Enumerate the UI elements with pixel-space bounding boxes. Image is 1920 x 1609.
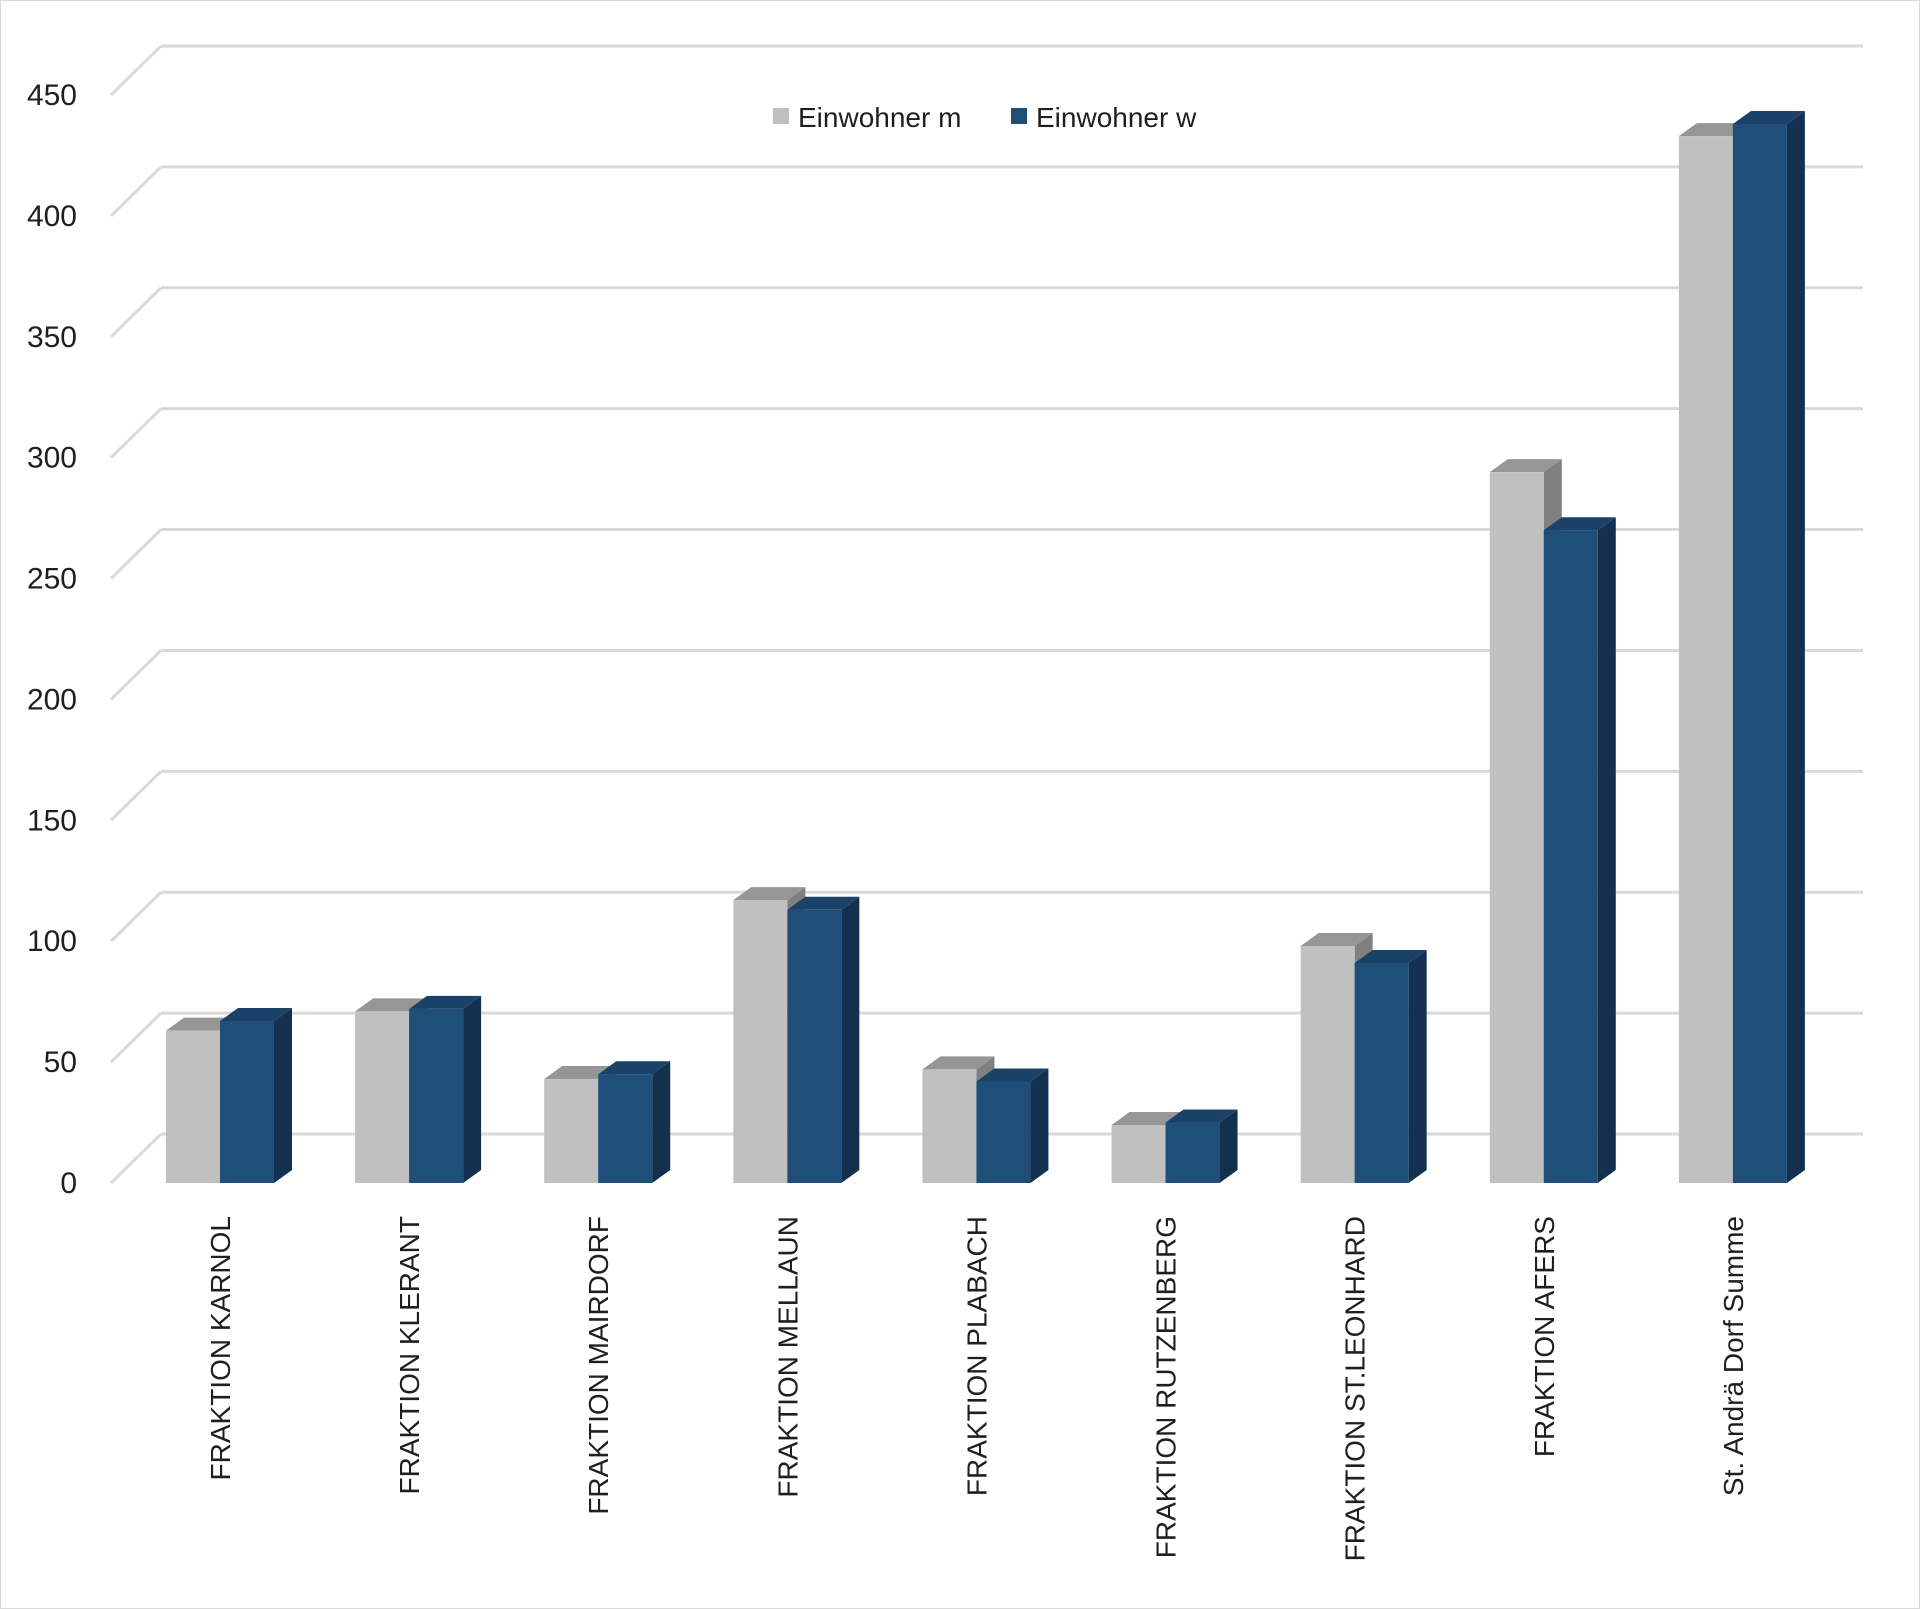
legend-item: Einwohner w	[1011, 102, 1197, 133]
x-category-label: FRAKTION RUTZENBERG	[1151, 1216, 1182, 1558]
bar	[1543, 517, 1616, 1183]
y-tick-label: 350	[27, 321, 77, 354]
legend-swatch	[773, 108, 789, 124]
legend-label: Einwohner w	[1036, 102, 1197, 133]
y-tick-label: 200	[27, 683, 77, 716]
bars	[166, 111, 1805, 1184]
y-tick-label: 300	[27, 442, 77, 475]
y-tick-label: 250	[27, 563, 77, 596]
x-category-label: FRAKTION MAIRDORF	[583, 1216, 614, 1515]
gridline	[109, 407, 1863, 459]
y-tick-label: 100	[27, 925, 77, 958]
x-category-label: FRAKTION ST.LEONHARD	[1340, 1216, 1371, 1561]
y-tick-label: 150	[27, 804, 77, 837]
legend-item: Einwohner m	[773, 102, 961, 133]
x-axis-labels: FRAKTION KARNOL FRAKTION KLERANT FRAKTION …	[205, 1216, 1749, 1561]
x-category-label: FRAKTION KLERANT	[394, 1216, 425, 1494]
y-axis: 0 50 100 150 200 250 300 350 400 450	[27, 79, 77, 1200]
x-category-label: St. Andrä Dorf Summe	[1718, 1216, 1749, 1496]
bar	[409, 995, 482, 1183]
bar	[787, 896, 860, 1183]
y-tick-label: 450	[27, 79, 77, 112]
y-tick-label: 0	[60, 1167, 77, 1200]
bar	[220, 1008, 292, 1183]
bar	[976, 1068, 1049, 1183]
x-category-label: FRAKTION MELLAUN	[772, 1216, 803, 1498]
y-tick-label: 50	[44, 1046, 77, 1079]
legend-swatch	[1011, 108, 1027, 124]
bar	[598, 1061, 671, 1183]
legend-label: Einwohner m	[798, 102, 961, 133]
y-tick-label: 400	[27, 200, 77, 233]
gridline	[109, 165, 1863, 217]
bar	[1354, 949, 1427, 1183]
x-category-label: FRAKTION KARNOL	[205, 1216, 236, 1480]
bar	[1165, 1109, 1238, 1183]
gridline	[109, 44, 1863, 97]
gridline	[109, 286, 1863, 338]
legend: Einwohner m Einwohner w	[773, 102, 1197, 133]
x-category-label: FRAKTION AFERS	[1529, 1216, 1560, 1457]
x-category-label: FRAKTION PLABACH	[961, 1216, 992, 1496]
bar	[1732, 111, 1805, 1184]
